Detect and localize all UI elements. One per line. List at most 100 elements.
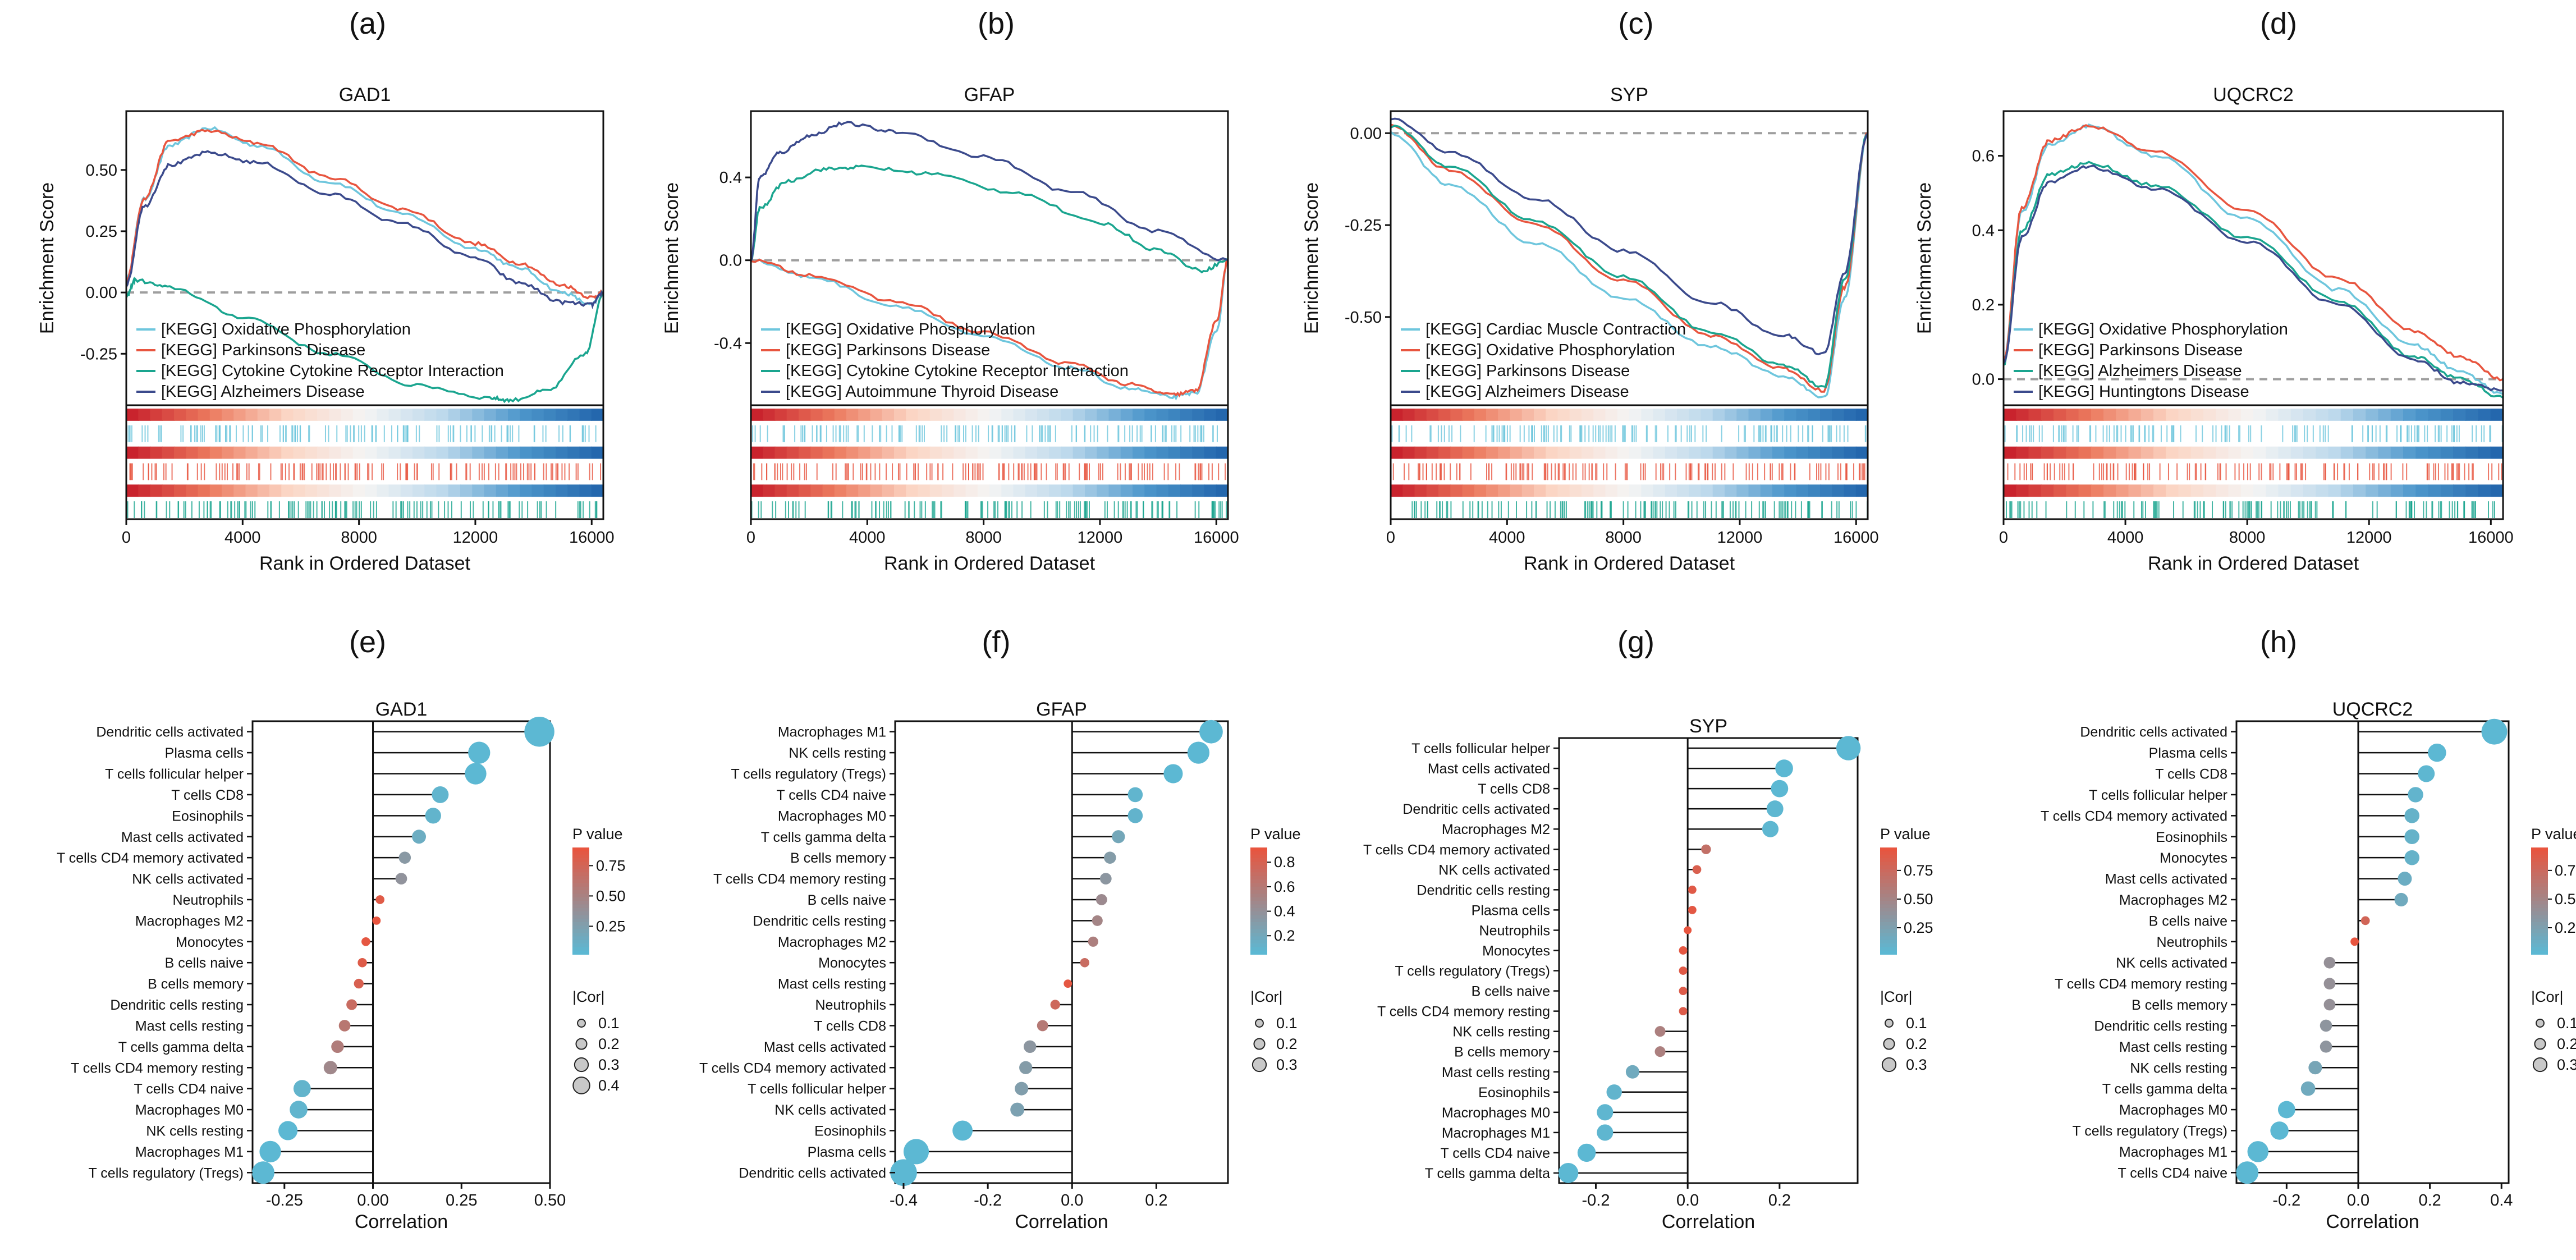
category-label: Macrophages M1 bbox=[135, 1144, 244, 1160]
rank-bin bbox=[400, 409, 413, 421]
rank-bin bbox=[460, 484, 473, 497]
colorbar-step bbox=[1250, 915, 1267, 919]
rank-bin bbox=[352, 484, 365, 497]
rank-bin bbox=[1013, 484, 1026, 497]
x-tick-label: 12000 bbox=[1717, 529, 1763, 547]
rank-bin bbox=[567, 409, 580, 421]
category-label: Dendritic cells resting bbox=[753, 913, 886, 929]
rank-bin bbox=[1462, 484, 1475, 497]
rank-bin bbox=[1156, 409, 1169, 421]
category-label: Dendritic cells resting bbox=[1417, 882, 1550, 898]
colorbar-step bbox=[1250, 929, 1267, 933]
category-label: Mast cells activated bbox=[1428, 761, 1550, 777]
x-tick-label: 16000 bbox=[2468, 529, 2514, 547]
y-tick-label: 0.25 bbox=[86, 223, 117, 241]
rank-bin bbox=[1001, 409, 1014, 421]
colorbar-step bbox=[1880, 869, 1897, 873]
chart-title: UQCRC2 bbox=[2332, 699, 2413, 720]
x-tick-label: 0.50 bbox=[534, 1192, 566, 1209]
rank-bin bbox=[329, 484, 342, 497]
rank-bin bbox=[1736, 484, 1749, 497]
rank-bin bbox=[1450, 446, 1463, 459]
rank-bin bbox=[126, 446, 139, 459]
x-tick-label: 4000 bbox=[1489, 529, 1525, 547]
legend-entry: [KEGG] Cytokine Cytokine Receptor Intera… bbox=[786, 362, 1129, 380]
rank-bin bbox=[365, 409, 378, 421]
rank-bin bbox=[1414, 484, 1427, 497]
legend-entry: [KEGG] Oxidative Phosphorylation bbox=[161, 320, 411, 338]
rank-bin bbox=[472, 409, 485, 421]
colorbar-step bbox=[1250, 950, 1267, 955]
rank-bin bbox=[929, 446, 942, 459]
x-tick-label: 0 bbox=[1386, 529, 1395, 547]
lollipop-dot bbox=[1024, 1040, 1037, 1053]
rank-bin bbox=[1037, 446, 1050, 459]
rank-bin bbox=[126, 409, 139, 421]
colorbar-step bbox=[1880, 950, 1897, 955]
lollipop-dot bbox=[1080, 957, 1090, 968]
colorbar-step bbox=[1250, 872, 1267, 877]
y-axis-label: Enrichment Score bbox=[1914, 182, 1935, 334]
size-legend-dot bbox=[574, 1057, 589, 1073]
colorbar-step bbox=[572, 908, 589, 912]
rank-bin bbox=[388, 446, 401, 459]
rank-bin bbox=[1712, 446, 1725, 459]
size-legend-label: 0.3 bbox=[2557, 1056, 2576, 1073]
gsea-panel-1: GAD1 [KEGG] Oxidative Phosphorylation [KEG… bbox=[36, 84, 615, 574]
rank-bin bbox=[2178, 446, 2192, 459]
lollipop-dot bbox=[1775, 759, 1793, 777]
rank-bin bbox=[1025, 484, 1038, 497]
lollipop-dot bbox=[1597, 1104, 1614, 1121]
category-label: Mast cells activated bbox=[764, 1039, 886, 1055]
category-label: Eosinophils bbox=[172, 808, 244, 824]
rank-bin bbox=[162, 484, 175, 497]
hit-row-bg bbox=[1391, 500, 1868, 519]
rank-bin bbox=[1725, 446, 1738, 459]
rank-bin bbox=[2216, 446, 2229, 459]
x-tick-label: 12000 bbox=[2346, 529, 2392, 547]
rank-bin bbox=[1617, 484, 1630, 497]
lollipop-dot bbox=[278, 1121, 298, 1140]
colorbar-step bbox=[1250, 901, 1267, 905]
y-tick-label: 0.6 bbox=[1972, 148, 1995, 166]
rank-bin bbox=[531, 409, 544, 421]
rank-bin bbox=[2240, 484, 2254, 497]
rank-bin bbox=[209, 409, 222, 421]
rank-bin bbox=[2016, 484, 2029, 497]
rank-bin bbox=[2128, 484, 2142, 497]
rank-bin bbox=[1001, 484, 1014, 497]
heatmap-frame bbox=[750, 404, 1229, 520]
rank-bin bbox=[2266, 446, 2279, 459]
chart-title: SYP bbox=[1689, 716, 1727, 737]
size-legend-dot bbox=[1885, 1019, 1894, 1028]
colorbar-step bbox=[1250, 869, 1267, 873]
rank-bin bbox=[2190, 484, 2204, 497]
colorbar-step bbox=[572, 947, 589, 951]
rank-bin bbox=[579, 484, 592, 497]
y-tick-label: 0.4 bbox=[1972, 222, 1995, 240]
rank-bin bbox=[591, 409, 604, 421]
rank-bin bbox=[2366, 446, 2379, 459]
rank-bin bbox=[424, 484, 437, 497]
rank-bin bbox=[1061, 446, 1074, 459]
rank-bin bbox=[810, 446, 823, 459]
lollipop-dot bbox=[1127, 787, 1143, 803]
rank-bin bbox=[317, 446, 330, 459]
lollipop-dot bbox=[2323, 978, 2336, 989]
rank-bin bbox=[245, 409, 258, 421]
lollipop-dot bbox=[1088, 936, 1098, 947]
lollipop-dot bbox=[1104, 851, 1116, 864]
category-label: Eosinophils bbox=[814, 1123, 886, 1139]
rank-bin bbox=[2004, 484, 2017, 497]
x-tick-label: 0.4 bbox=[2490, 1192, 2513, 1209]
colorbar-step bbox=[572, 940, 589, 944]
lollipop-dot bbox=[2350, 937, 2359, 946]
rank-bin bbox=[1438, 484, 1451, 497]
rank-bin bbox=[799, 446, 812, 459]
rank-bin bbox=[1204, 446, 1217, 459]
rank-bin bbox=[1192, 446, 1205, 459]
x-axis-label: Correlation bbox=[355, 1211, 448, 1232]
colorbar-step bbox=[1250, 908, 1267, 912]
series-line-3 bbox=[751, 164, 1228, 274]
category-label: T cells CD4 memory resting bbox=[2055, 977, 2227, 992]
